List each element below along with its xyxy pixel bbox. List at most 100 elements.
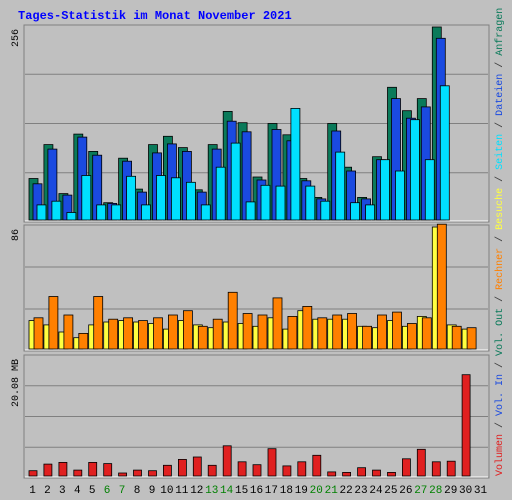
- right-axis-part: Volumen: [494, 434, 506, 476]
- bar-seiten-day-26: [409, 119, 420, 221]
- day-label: 4: [74, 485, 81, 497]
- day-label: 12: [190, 485, 203, 497]
- bar-seiten-day-13: [215, 166, 226, 221]
- panel-visits-sites: 86: [11, 223, 490, 352]
- day-label: 10: [160, 485, 173, 497]
- bar-rechner-day-21: [332, 314, 343, 350]
- bar-volumen-day-23: [357, 467, 367, 477]
- bar-seiten-day-6: [111, 204, 122, 221]
- right-axis-part: Seiten: [494, 134, 506, 170]
- bar-volumen-day-4: [73, 469, 83, 477]
- bar-volumen-day-24: [372, 469, 381, 477]
- right-axis-part: Anfragen: [494, 8, 506, 56]
- day-label: 23: [354, 485, 367, 497]
- right-axis-part: /: [494, 356, 506, 374]
- bar-rechner-day-15: [242, 313, 253, 350]
- bar-seiten-day-3: [66, 212, 77, 221]
- day-label: 24: [369, 485, 383, 497]
- bar-volumen-day-3: [58, 461, 68, 477]
- day-label: 20: [310, 485, 323, 497]
- day-label: 17: [265, 485, 278, 497]
- bar-volumen-day-12: [192, 456, 202, 477]
- day-label: 28: [429, 485, 442, 497]
- bar-rechner-day-25: [392, 311, 402, 350]
- bar-seiten-day-23: [365, 204, 376, 221]
- bar-seiten-day-4: [81, 175, 92, 221]
- right-axis-part: Vol. Out: [494, 308, 506, 356]
- bar-volumen-day-20: [312, 454, 322, 477]
- day-label: 3: [59, 485, 66, 497]
- bar-volumen-day-1: [28, 470, 38, 477]
- bar-volumen-day-25: [387, 471, 396, 477]
- bar-rechner-day-14: [227, 291, 238, 350]
- bar-volumen-day-2: [43, 463, 53, 477]
- bar-rechner-day-22: [347, 313, 358, 350]
- bar-seiten-day-2: [51, 200, 62, 221]
- bar-seiten-day-14: [230, 142, 241, 221]
- day-label: 1: [29, 485, 36, 497]
- bar-rechner-day-6: [108, 318, 119, 350]
- bar-volumen-day-30: [461, 374, 471, 477]
- right-axis-part: /: [494, 230, 506, 248]
- bar-rechner-day-17: [272, 297, 283, 350]
- bar-rechner-day-13: [212, 318, 223, 350]
- bar-rechner-day-11: [182, 310, 193, 350]
- panel-volume: 20.08 MB: [11, 354, 490, 479]
- y-max-label: 256: [11, 29, 22, 47]
- bar-rechner-day-12: [197, 325, 208, 350]
- right-axis-label: Volumen / Vol. In / Vol. Out / Rechner /…: [494, 8, 506, 476]
- day-label: 22: [339, 485, 352, 497]
- bar-rechner-day-9: [153, 317, 163, 350]
- day-label: 18: [280, 485, 293, 497]
- bar-volumen-day-14: [222, 445, 232, 477]
- bar-seiten-day-10: [170, 177, 181, 221]
- day-label: 19: [295, 485, 308, 497]
- bar-seiten-day-8: [141, 204, 151, 221]
- bar-rechner-day-10: [167, 314, 178, 350]
- bar-volumen-day-10: [162, 464, 172, 477]
- bar-volumen-day-13: [207, 464, 217, 477]
- day-label: 5: [89, 485, 96, 497]
- bar-seiten-day-22: [350, 202, 361, 221]
- day-label: 15: [235, 485, 248, 497]
- day-label: 25: [384, 485, 397, 497]
- y-max-label: 20.08 MB: [11, 359, 22, 407]
- bar-volumen-day-7: [118, 472, 127, 477]
- bar-rechner-day-4: [78, 332, 89, 350]
- bar-seiten-day-9: [156, 175, 166, 221]
- bar-volumen-day-26: [401, 458, 411, 477]
- bar-volumen-day-15: [237, 461, 247, 477]
- right-axis-part: Dateien: [494, 74, 506, 116]
- bar-rechner-day-28: [436, 223, 447, 350]
- bar-seiten-day-27: [424, 159, 435, 221]
- bar-rechner-day-1: [33, 317, 44, 350]
- bar-rechner-day-7: [123, 317, 133, 350]
- bar-rechner-day-27: [421, 317, 432, 350]
- bar-volumen-day-18: [282, 465, 292, 477]
- bar-rechner-day-30: [466, 327, 477, 350]
- bar-volumen-day-27: [416, 448, 426, 477]
- bar-volumen-day-8: [133, 469, 142, 477]
- bar-rechner-day-20: [317, 317, 328, 350]
- day-label: 31: [474, 485, 488, 497]
- bar-rechner-day-8: [138, 320, 148, 350]
- day-label: 11: [175, 485, 189, 497]
- bar-volumen-day-28: [431, 461, 441, 477]
- right-axis-part: Besuche: [494, 188, 506, 230]
- bar-rechner-day-3: [63, 314, 74, 350]
- right-axis-part: Vol. In: [494, 374, 506, 416]
- bar-rechner-day-5: [93, 296, 104, 350]
- bar-seiten-day-24: [380, 159, 390, 221]
- bar-seiten-day-16: [260, 184, 271, 221]
- day-label: 16: [250, 485, 263, 497]
- right-axis-part: /: [494, 416, 506, 434]
- bar-seiten-day-1: [36, 204, 47, 221]
- bar-rechner-day-16: [257, 314, 268, 350]
- bar-rechner-day-2: [48, 296, 59, 350]
- day-label: 21: [325, 485, 339, 497]
- bar-rechner-day-29: [451, 325, 462, 350]
- bar-rechner-day-19: [302, 305, 313, 350]
- day-label: 7: [119, 485, 126, 497]
- bar-seiten-day-11: [185, 181, 196, 221]
- bar-volumen-day-29: [446, 460, 456, 477]
